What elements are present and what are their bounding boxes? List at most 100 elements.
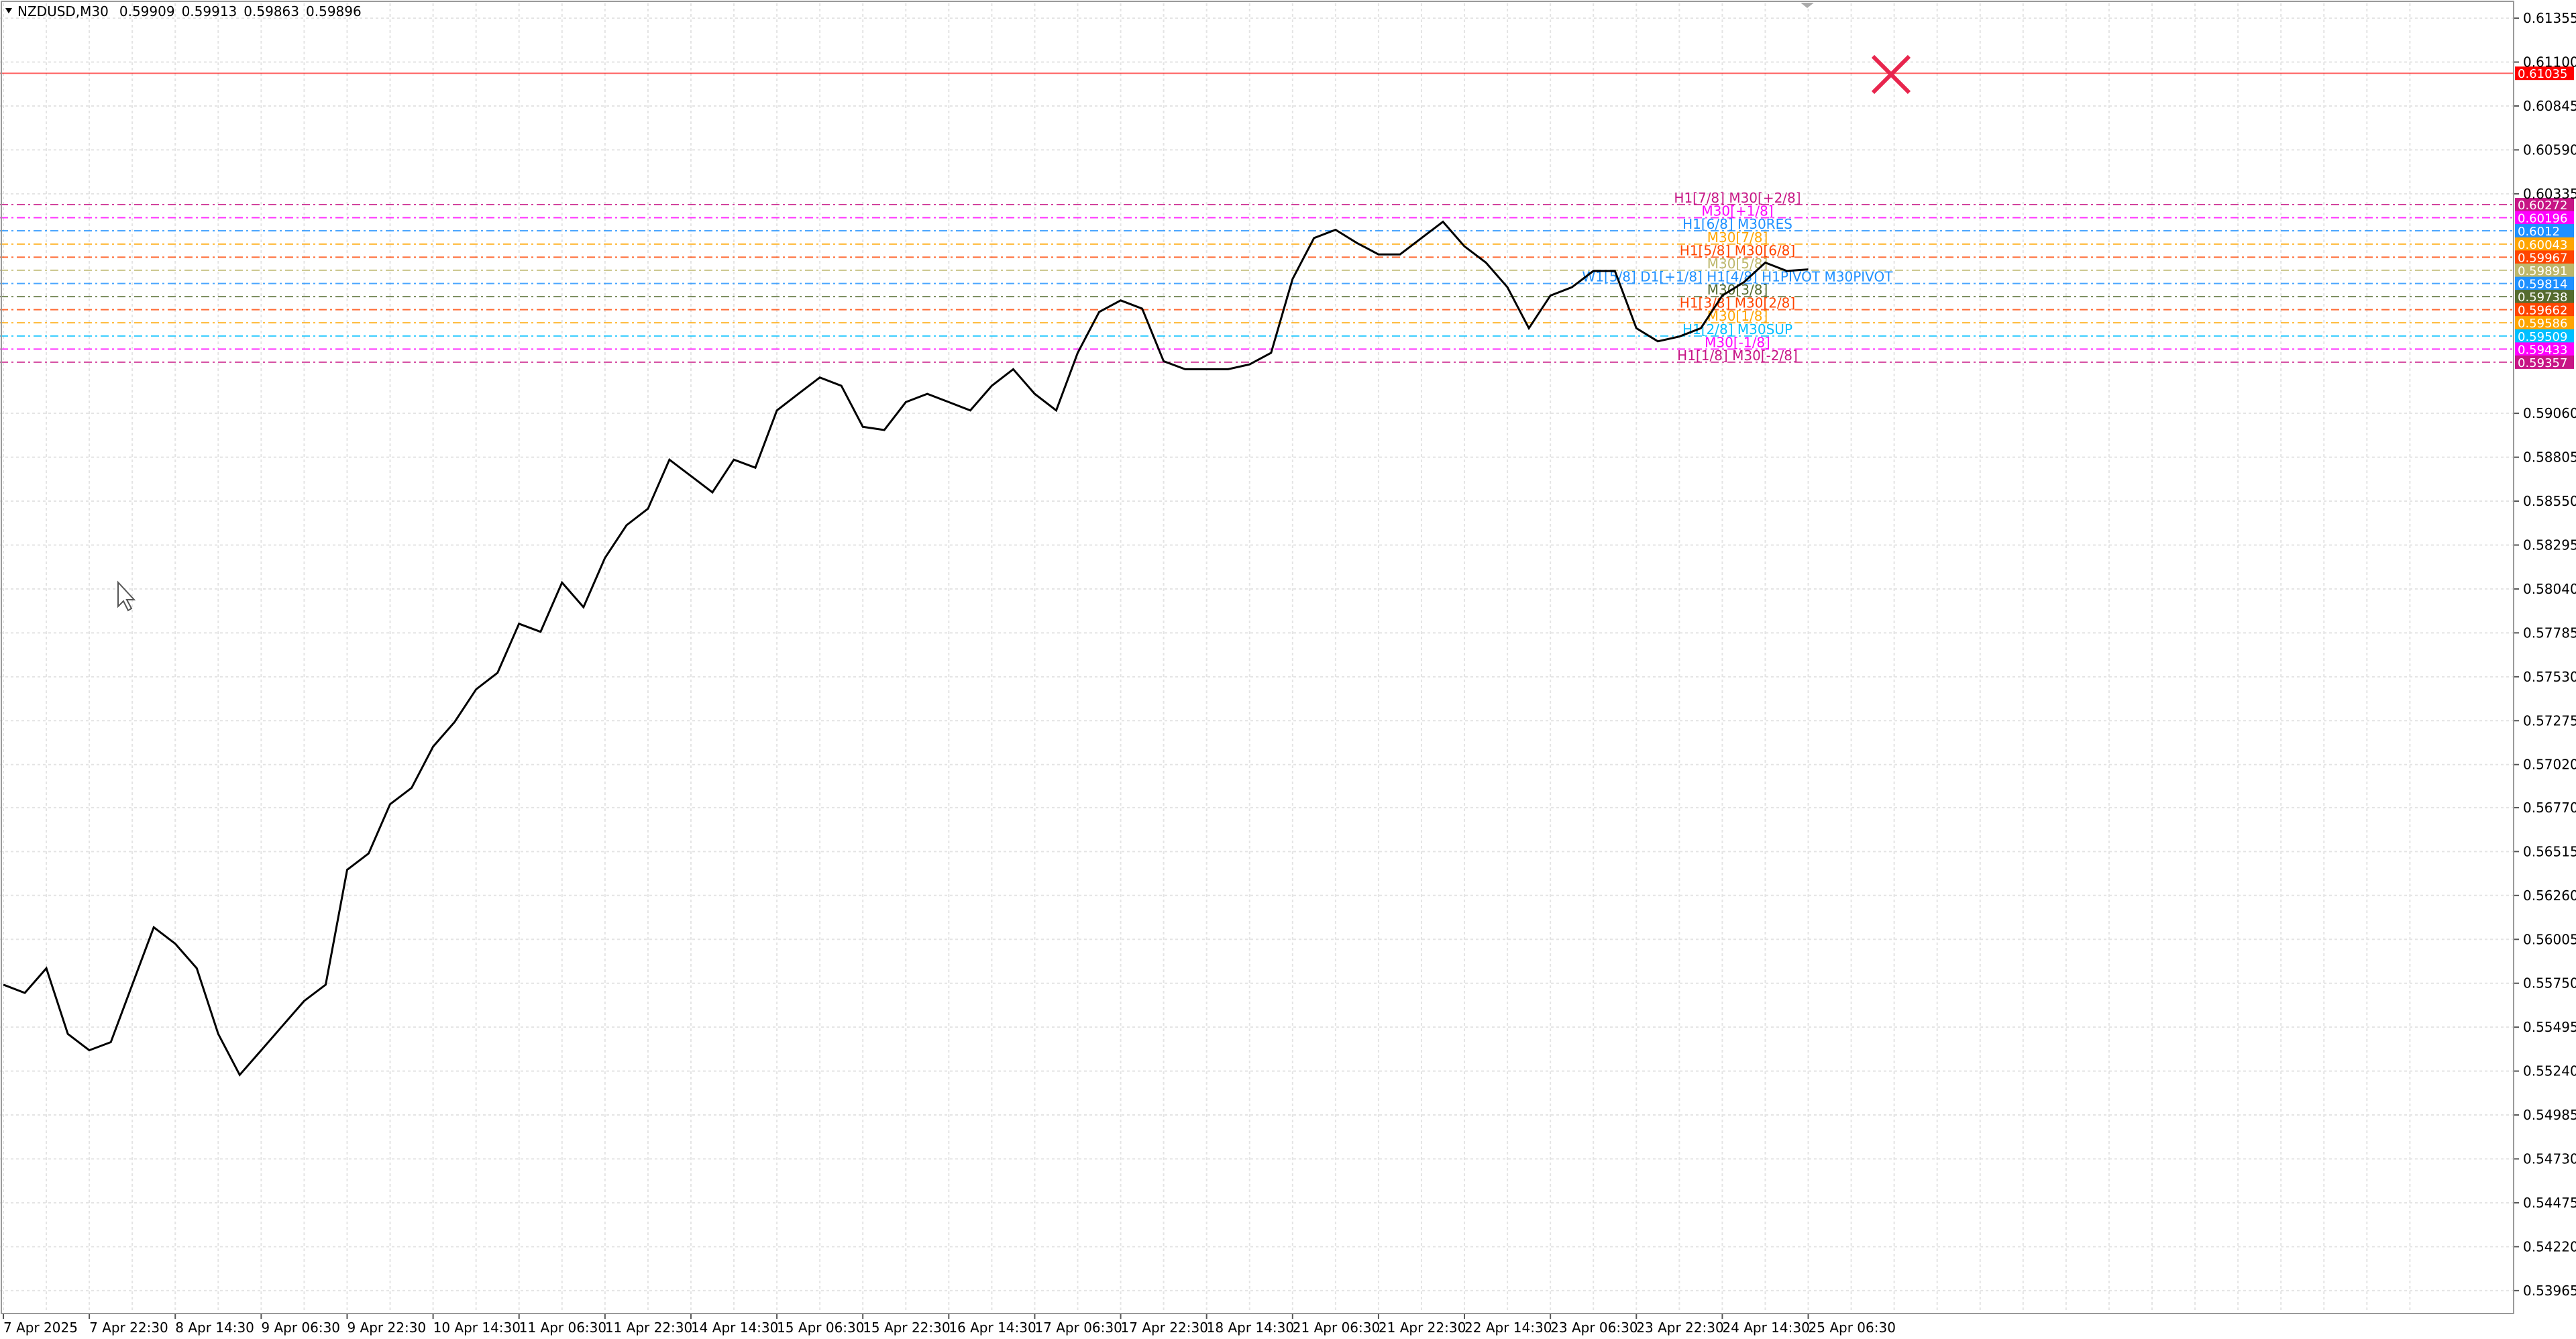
level-label: H1[5/8] M30[6/8] — [1680, 242, 1795, 258]
y-tick-label: 0.57530 — [2523, 669, 2576, 685]
level-label: M30[1/8] — [1707, 308, 1768, 324]
open: 0.59909 — [119, 3, 175, 19]
y-tick-label: 0.56770 — [2523, 800, 2576, 816]
y-tick-label: 0.57785 — [2523, 625, 2576, 641]
x-tick-label: 11 Apr 06:30 — [519, 1320, 606, 1336]
y-tick-label: 0.61100 — [2523, 54, 2576, 70]
y-tick-label: 0.54985 — [2523, 1107, 2576, 1123]
shift-marker — [1801, 3, 1814, 8]
y-tick-label: 0.56005 — [2523, 931, 2576, 947]
level-tag-label: 0.59891 — [2518, 264, 2567, 278]
level-tag-label: 0.59662 — [2518, 304, 2567, 318]
y-tick-label: 0.60845 — [2523, 98, 2576, 114]
y-tick-label: 0.55240 — [2523, 1063, 2576, 1079]
level-tag-label: 0.59509 — [2518, 330, 2567, 344]
x-tick-label: 24 Apr 14:30 — [1722, 1320, 1809, 1336]
x-tick-label: 21 Apr 22:30 — [1379, 1320, 1466, 1336]
level-tag-label: 0.59814 — [2518, 278, 2567, 292]
x-tick-label: 22 Apr 14:30 — [1464, 1320, 1552, 1336]
symbol: NZDUSD,M30 — [17, 3, 109, 19]
level-tag-label: 0.60196 — [2518, 212, 2567, 226]
x-tick-label: 7 Apr 2025 — [3, 1320, 78, 1336]
x-tick-label: 18 Apr 14:30 — [1207, 1320, 1294, 1336]
header-arrow — [5, 8, 12, 13]
level-tag — [2515, 276, 2574, 290]
y-tick-label: 0.56260 — [2523, 888, 2576, 904]
y-tick-label: 0.59060 — [2523, 405, 2576, 421]
level-tag-label: 0.60272 — [2518, 199, 2567, 213]
level-tag — [2515, 224, 2574, 238]
level-label: M30[-1/8] — [1705, 334, 1770, 350]
y-tick-label: 0.55495 — [2523, 1019, 2576, 1035]
x-tick-label: 9 Apr 22:30 — [347, 1320, 426, 1336]
x-tick-label: 8 Apr 14:30 — [175, 1320, 254, 1336]
plot-frame — [1, 1, 2514, 1314]
level-label: M30[+1/8] — [1701, 203, 1773, 219]
level-tag-label: 0.59967 — [2518, 251, 2567, 265]
close-marker — [1871, 54, 1911, 95]
level-tag — [2515, 263, 2574, 277]
level-tag — [2515, 342, 2574, 356]
levels: 0.61035 0.60272 H1[7/8] M30[+2/8] 0.60196 M3… — [0, 66, 2574, 370]
level-tag-label: 0.59738 — [2518, 290, 2567, 305]
level-tag-label: 0.59586 — [2518, 317, 2567, 331]
level-label: H1[6/8] M30RES — [1682, 216, 1792, 232]
x-tick-label: 25 Apr 06:30 — [1809, 1320, 1896, 1336]
level-label: H1[3/8] M30[2/8] — [1680, 295, 1795, 311]
level-tag — [2515, 250, 2574, 264]
y-tick-label: 0.56515 — [2523, 843, 2576, 859]
y-tick-label: 0.58040 — [2523, 581, 2576, 597]
y-tick-label: 0.54730 — [2523, 1151, 2576, 1167]
y-tick-label: 0.54220 — [2523, 1238, 2576, 1254]
high: 0.59913 — [182, 3, 237, 19]
y-tick-label: 0.57275 — [2523, 712, 2576, 729]
level-tag — [2515, 329, 2574, 343]
y-tick-label: 0.58550 — [2523, 493, 2576, 509]
level-label: M30[3/8] — [1707, 282, 1768, 298]
x-tick-label: 15 Apr 06:30 — [777, 1320, 864, 1336]
close: 0.59896 — [306, 3, 362, 19]
series — [3, 220, 1809, 1077]
y-tick-label: 0.58805 — [2523, 449, 2576, 466]
x-tick-label: 21 Apr 06:30 — [1293, 1320, 1380, 1336]
level-tag — [2515, 66, 2574, 81]
level-tag — [2515, 316, 2574, 330]
mouse-cursor — [117, 580, 136, 612]
y-tick-label: 0.58295 — [2523, 537, 2576, 553]
x-tick-label: 23 Apr 22:30 — [1636, 1320, 1723, 1336]
axes: 0.61355 0.61100 0.60845 0.60590 0.60335 0.590… — [3, 10, 2576, 1336]
level-tag — [2515, 303, 2574, 317]
level-tag — [2515, 211, 2574, 225]
level-tag — [2515, 198, 2574, 212]
y-tick-label: 0.60590 — [2523, 142, 2576, 158]
x-tick-label: 11 Apr 22:30 — [605, 1320, 692, 1336]
y-tick-label: 0.60335 — [2523, 186, 2576, 202]
level-label: M30[7/8] — [1707, 229, 1768, 246]
chart-header: NZDUSD,M30 0.59909 0.59913 0.59863 0.59896 — [17, 3, 362, 19]
level-tag-label: 0.6012 — [2518, 225, 2560, 239]
level-tag — [2515, 237, 2574, 251]
x-tick-label: 14 Apr 14:30 — [691, 1320, 778, 1336]
y-tick-label: 0.57020 — [2523, 757, 2576, 773]
y-tick-label: 0.61355 — [2523, 10, 2576, 26]
x-tick-label: 9 Apr 06:30 — [261, 1320, 340, 1336]
x-tick-label: 17 Apr 22:30 — [1121, 1320, 1208, 1336]
level-tag-label: 0.60043 — [2518, 238, 2567, 252]
x-tick-label: 23 Apr 06:30 — [1550, 1320, 1638, 1336]
y-tick-label: 0.53965 — [2523, 1283, 2576, 1299]
x-tick-label: 16 Apr 14:30 — [949, 1320, 1036, 1336]
level-tag-label: 0.61035 — [2518, 67, 2567, 81]
level-tag-label: 0.59357 — [2518, 356, 2567, 370]
x-tick-label: 10 Apr 14:30 — [433, 1320, 521, 1336]
x-tick-label: 7 Apr 22:30 — [89, 1320, 168, 1336]
x-tick-label: 17 Apr 06:30 — [1034, 1320, 1122, 1336]
x-tick-label: 15 Apr 22:30 — [863, 1320, 950, 1336]
level-tag — [2515, 290, 2574, 304]
price-line — [3, 220, 1809, 1077]
level-tag-label: 0.59433 — [2518, 343, 2567, 357]
y-tick-label: 0.54475 — [2523, 1195, 2576, 1211]
level-label: W1[5/8] D1[+1/8] H1[4/8] H1PIVOT M30PIVO… — [1582, 269, 1894, 285]
